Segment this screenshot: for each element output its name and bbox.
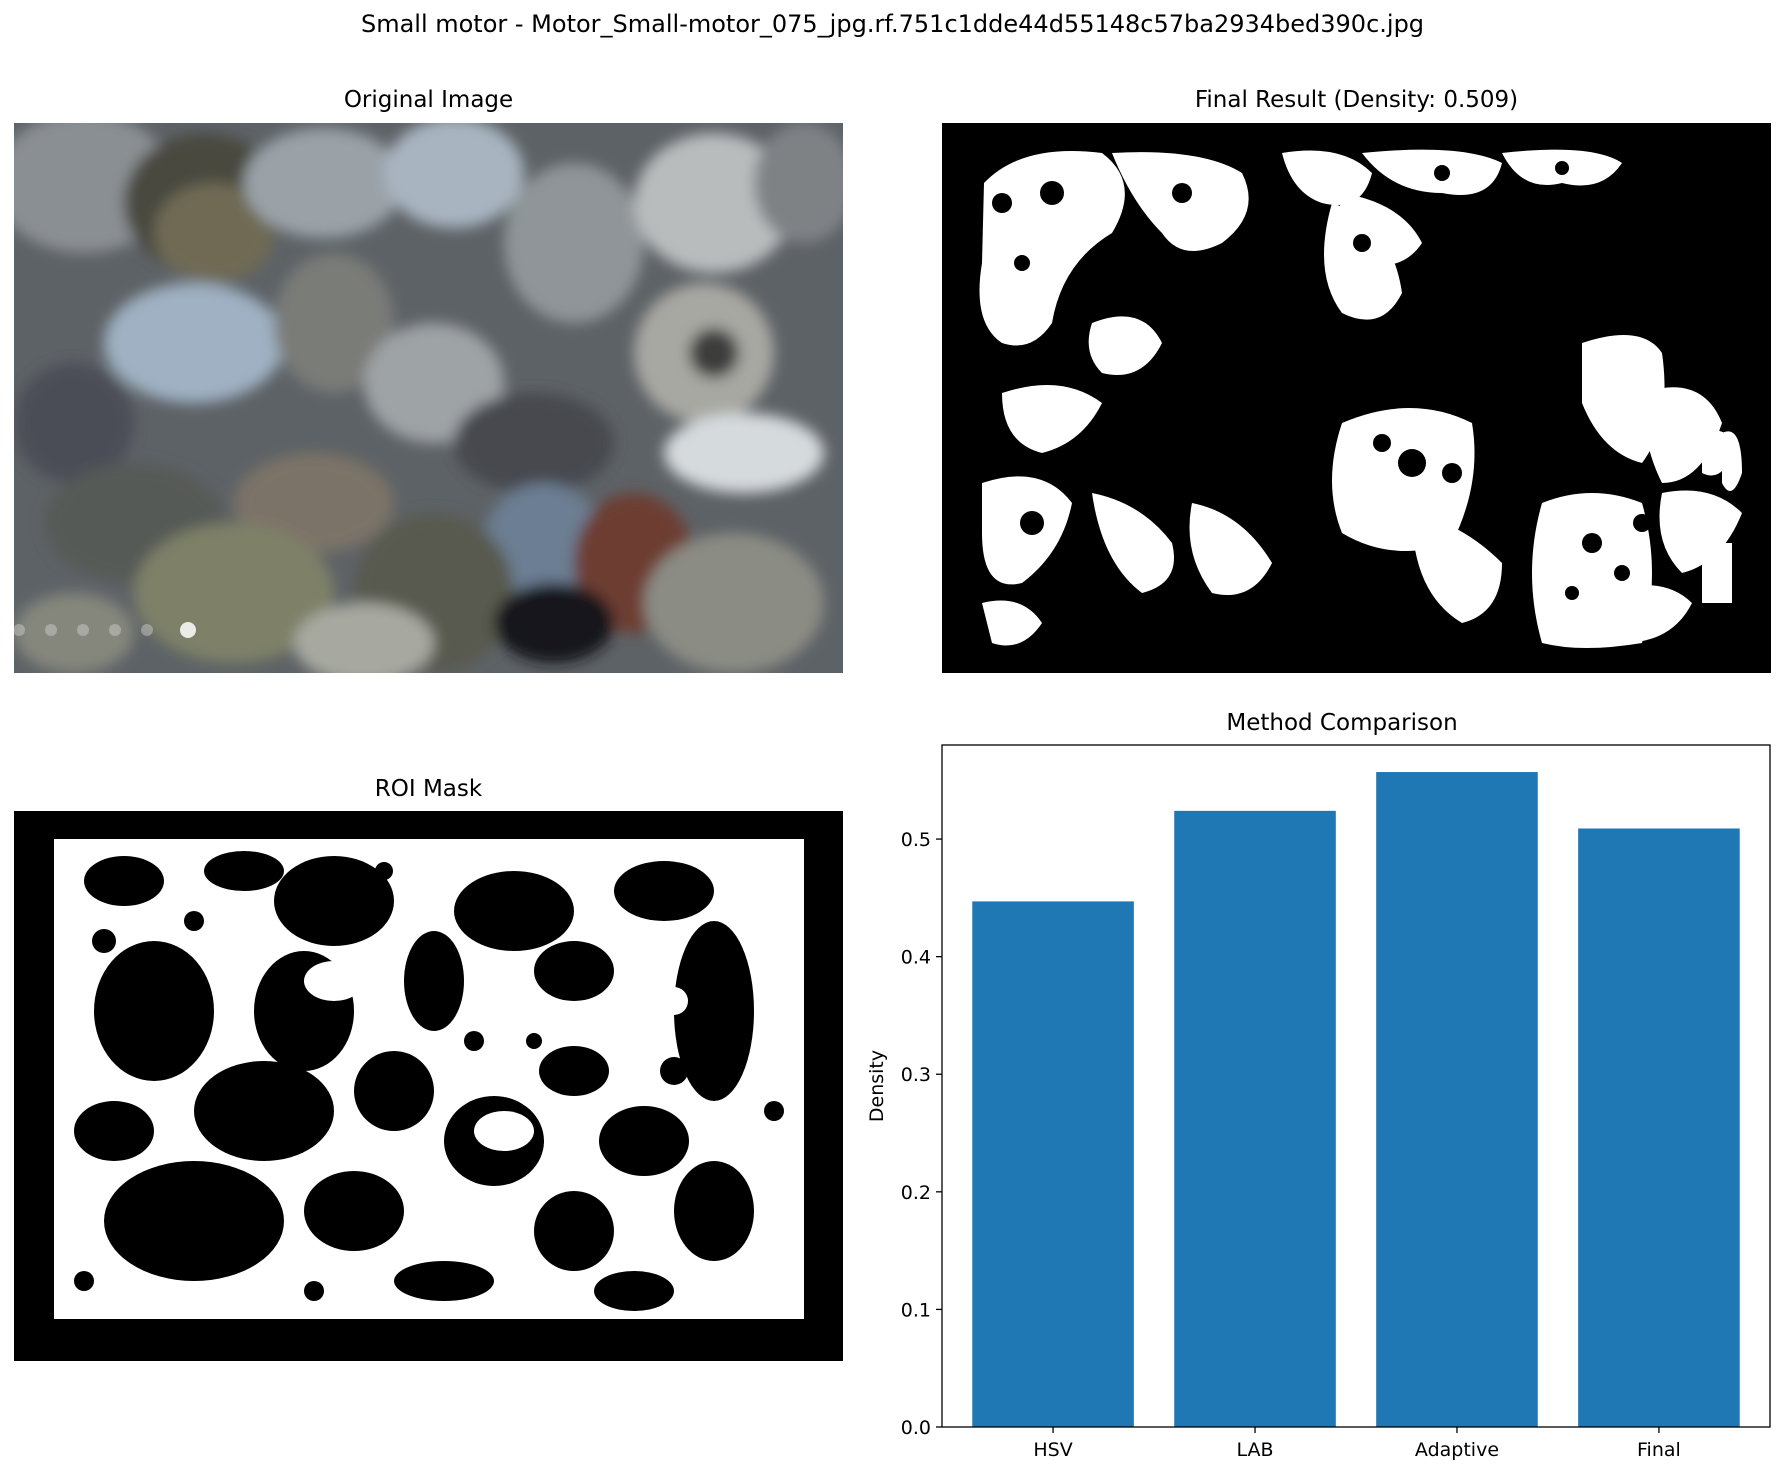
roi-mask	[14, 811, 843, 1361]
x-tick-label: Final	[1637, 1439, 1681, 1461]
original-image-title: Original Image	[343, 87, 514, 113]
roi-mask-image	[14, 811, 843, 1361]
y-tick-label: 0.0	[901, 1417, 931, 1439]
bar-adaptive	[1376, 772, 1538, 1427]
roi-mask-title: ROI Mask	[374, 776, 483, 802]
bar-series	[972, 772, 1740, 1427]
final-result-mask-image	[942, 123, 1771, 673]
y-tick-label: 0.1	[901, 1299, 931, 1321]
final-result-mask	[942, 123, 1771, 673]
original-image	[14, 123, 843, 673]
axes-frame	[941, 744, 1771, 1428]
bar-hsv	[972, 901, 1134, 1427]
y-tick-label: 0.4	[901, 947, 931, 969]
x-tick-label: HSV	[1033, 1439, 1072, 1461]
y-tick-label: 0.3	[901, 1064, 931, 1086]
original-image-photo	[14, 123, 843, 673]
bar-final	[1578, 828, 1740, 1427]
figure-title: Small motor - Motor_Small-motor_075_jpg.…	[360, 10, 1425, 38]
x-axis-ticks: HSV LAB Adaptive Final	[1033, 1427, 1681, 1461]
y-tick-label: 0.5	[901, 829, 931, 851]
final-result-title: Final Result (Density: 0.509)	[1194, 87, 1519, 113]
y-axis-ticks: 0.0 0.1 0.2 0.3 0.4 0.5	[901, 829, 942, 1439]
chart-title: Method Comparison	[1226, 710, 1458, 736]
y-tick-label: 0.2	[901, 1182, 931, 1204]
x-tick-label: Adaptive	[1415, 1439, 1499, 1461]
bar-lab	[1174, 810, 1336, 1427]
y-axis-label: Density	[866, 1050, 888, 1122]
x-tick-label: LAB	[1236, 1439, 1273, 1461]
